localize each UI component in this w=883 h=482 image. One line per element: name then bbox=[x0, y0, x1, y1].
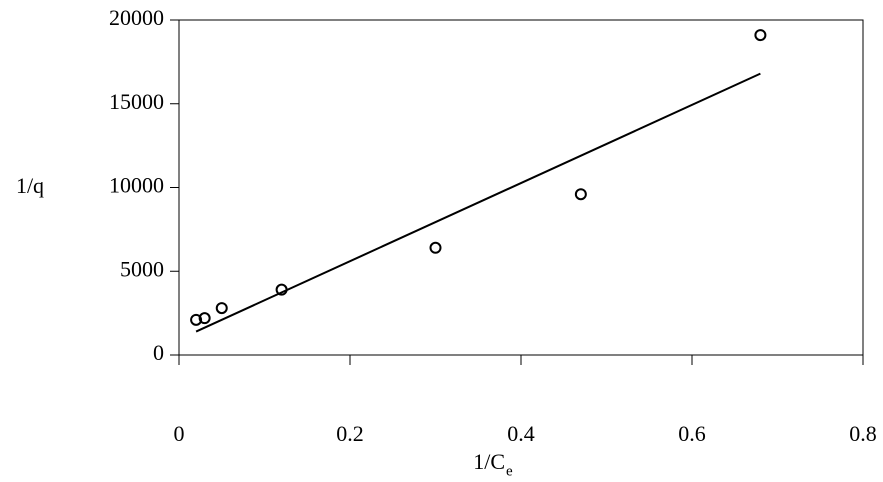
data-point bbox=[190, 313, 203, 326]
data-point bbox=[198, 312, 211, 325]
data-point bbox=[215, 302, 228, 315]
x-tick-label: 0.2 bbox=[336, 421, 364, 446]
data-point bbox=[574, 188, 587, 201]
y-axis-label: 1/q bbox=[16, 173, 44, 198]
x-axis-label-subscript: e bbox=[506, 463, 513, 479]
x-axis-label: 1/C bbox=[473, 449, 505, 474]
fit-line bbox=[195, 72, 761, 333]
y-tick-label: 0 bbox=[153, 340, 164, 365]
x-tick-label: 0.6 bbox=[678, 421, 706, 446]
data-point bbox=[754, 29, 767, 42]
y-tick-label: 15000 bbox=[109, 89, 164, 114]
x-tick-label: 0 bbox=[174, 421, 185, 446]
plot-frame bbox=[178, 19, 864, 356]
x-tick-label: 0.8 bbox=[849, 421, 877, 446]
x-tick-label: 0.4 bbox=[507, 421, 535, 446]
y-tick-label: 20000 bbox=[109, 5, 164, 30]
y-tick-label: 10000 bbox=[109, 173, 164, 198]
data-point bbox=[429, 241, 442, 254]
y-tick-label: 5000 bbox=[120, 256, 164, 281]
